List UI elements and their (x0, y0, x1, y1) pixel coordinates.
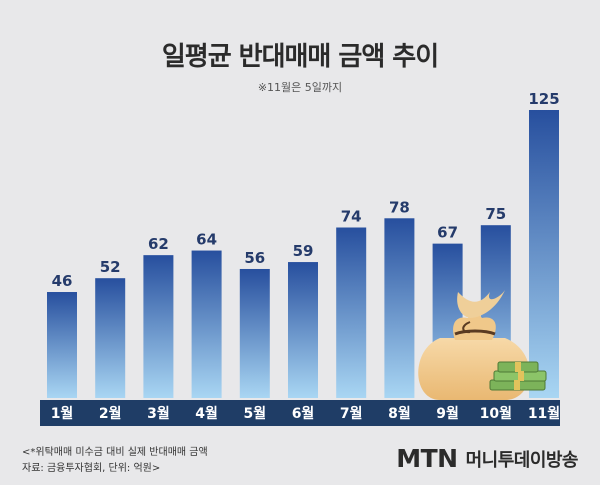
month-label-9: 9월 (436, 405, 459, 422)
month-label-4: 4월 (195, 405, 218, 422)
month-label-10: 10월 (480, 405, 512, 422)
month-labels-group: 1월 2월 3월 4월 5월 6월 7월 8월 9월 10월 11월 (51, 405, 561, 422)
value-labels-group: 46 52 62 64 56 59 74 78 67 75 125 (52, 90, 560, 290)
value-label-9: 67 (437, 224, 458, 242)
broadcaster-logo: MTN 머니투데이방송 (396, 444, 578, 473)
value-label-10: 75 (485, 205, 506, 223)
value-label-7: 74 (341, 208, 362, 226)
month-label-2: 2월 (99, 405, 122, 422)
bar-7 (336, 227, 367, 398)
chart-title: 일평균 반대매매 금액 추이 (161, 42, 439, 72)
bar-8 (384, 218, 415, 398)
bar-5 (239, 268, 270, 398)
logo-korean-text: 머니투데이방송 (465, 449, 579, 471)
bar-11 (529, 110, 559, 398)
value-label-4: 64 (196, 231, 217, 249)
month-label-8: 8월 (388, 405, 411, 422)
chart-subtitle: ※11월은 5일까지 (257, 81, 343, 94)
value-label-3: 62 (148, 235, 169, 253)
cash-stack-icon (489, 361, 547, 391)
bar-3 (143, 255, 174, 398)
month-label-3: 3월 (147, 405, 170, 422)
month-label-1: 1월 (51, 405, 74, 422)
month-axis-strip (40, 400, 560, 426)
month-label-5: 5월 (243, 405, 266, 422)
value-label-1: 46 (52, 272, 73, 290)
footnote-definition: <*위탁매매 미수금 대비 실제 반대매매 금액 (22, 447, 208, 458)
value-label-11: 125 (528, 90, 559, 108)
month-label-6: 6월 (292, 405, 315, 422)
value-label-5: 56 (244, 249, 265, 267)
bars-group (47, 110, 559, 398)
bar-4 (191, 250, 222, 398)
month-label-7: 7월 (340, 405, 363, 422)
bar-2 (95, 278, 126, 398)
month-label-11: 11월 (528, 405, 560, 422)
value-label-8: 78 (389, 198, 410, 216)
bar-6 (288, 262, 318, 398)
bar-1 (47, 292, 77, 398)
footnote-source: 자료: 금융투자협회, 단위: 억원> (22, 463, 161, 474)
value-label-2: 52 (100, 258, 121, 276)
logo-mtn-text: MTN (396, 444, 458, 473)
value-label-6: 59 (293, 242, 314, 260)
